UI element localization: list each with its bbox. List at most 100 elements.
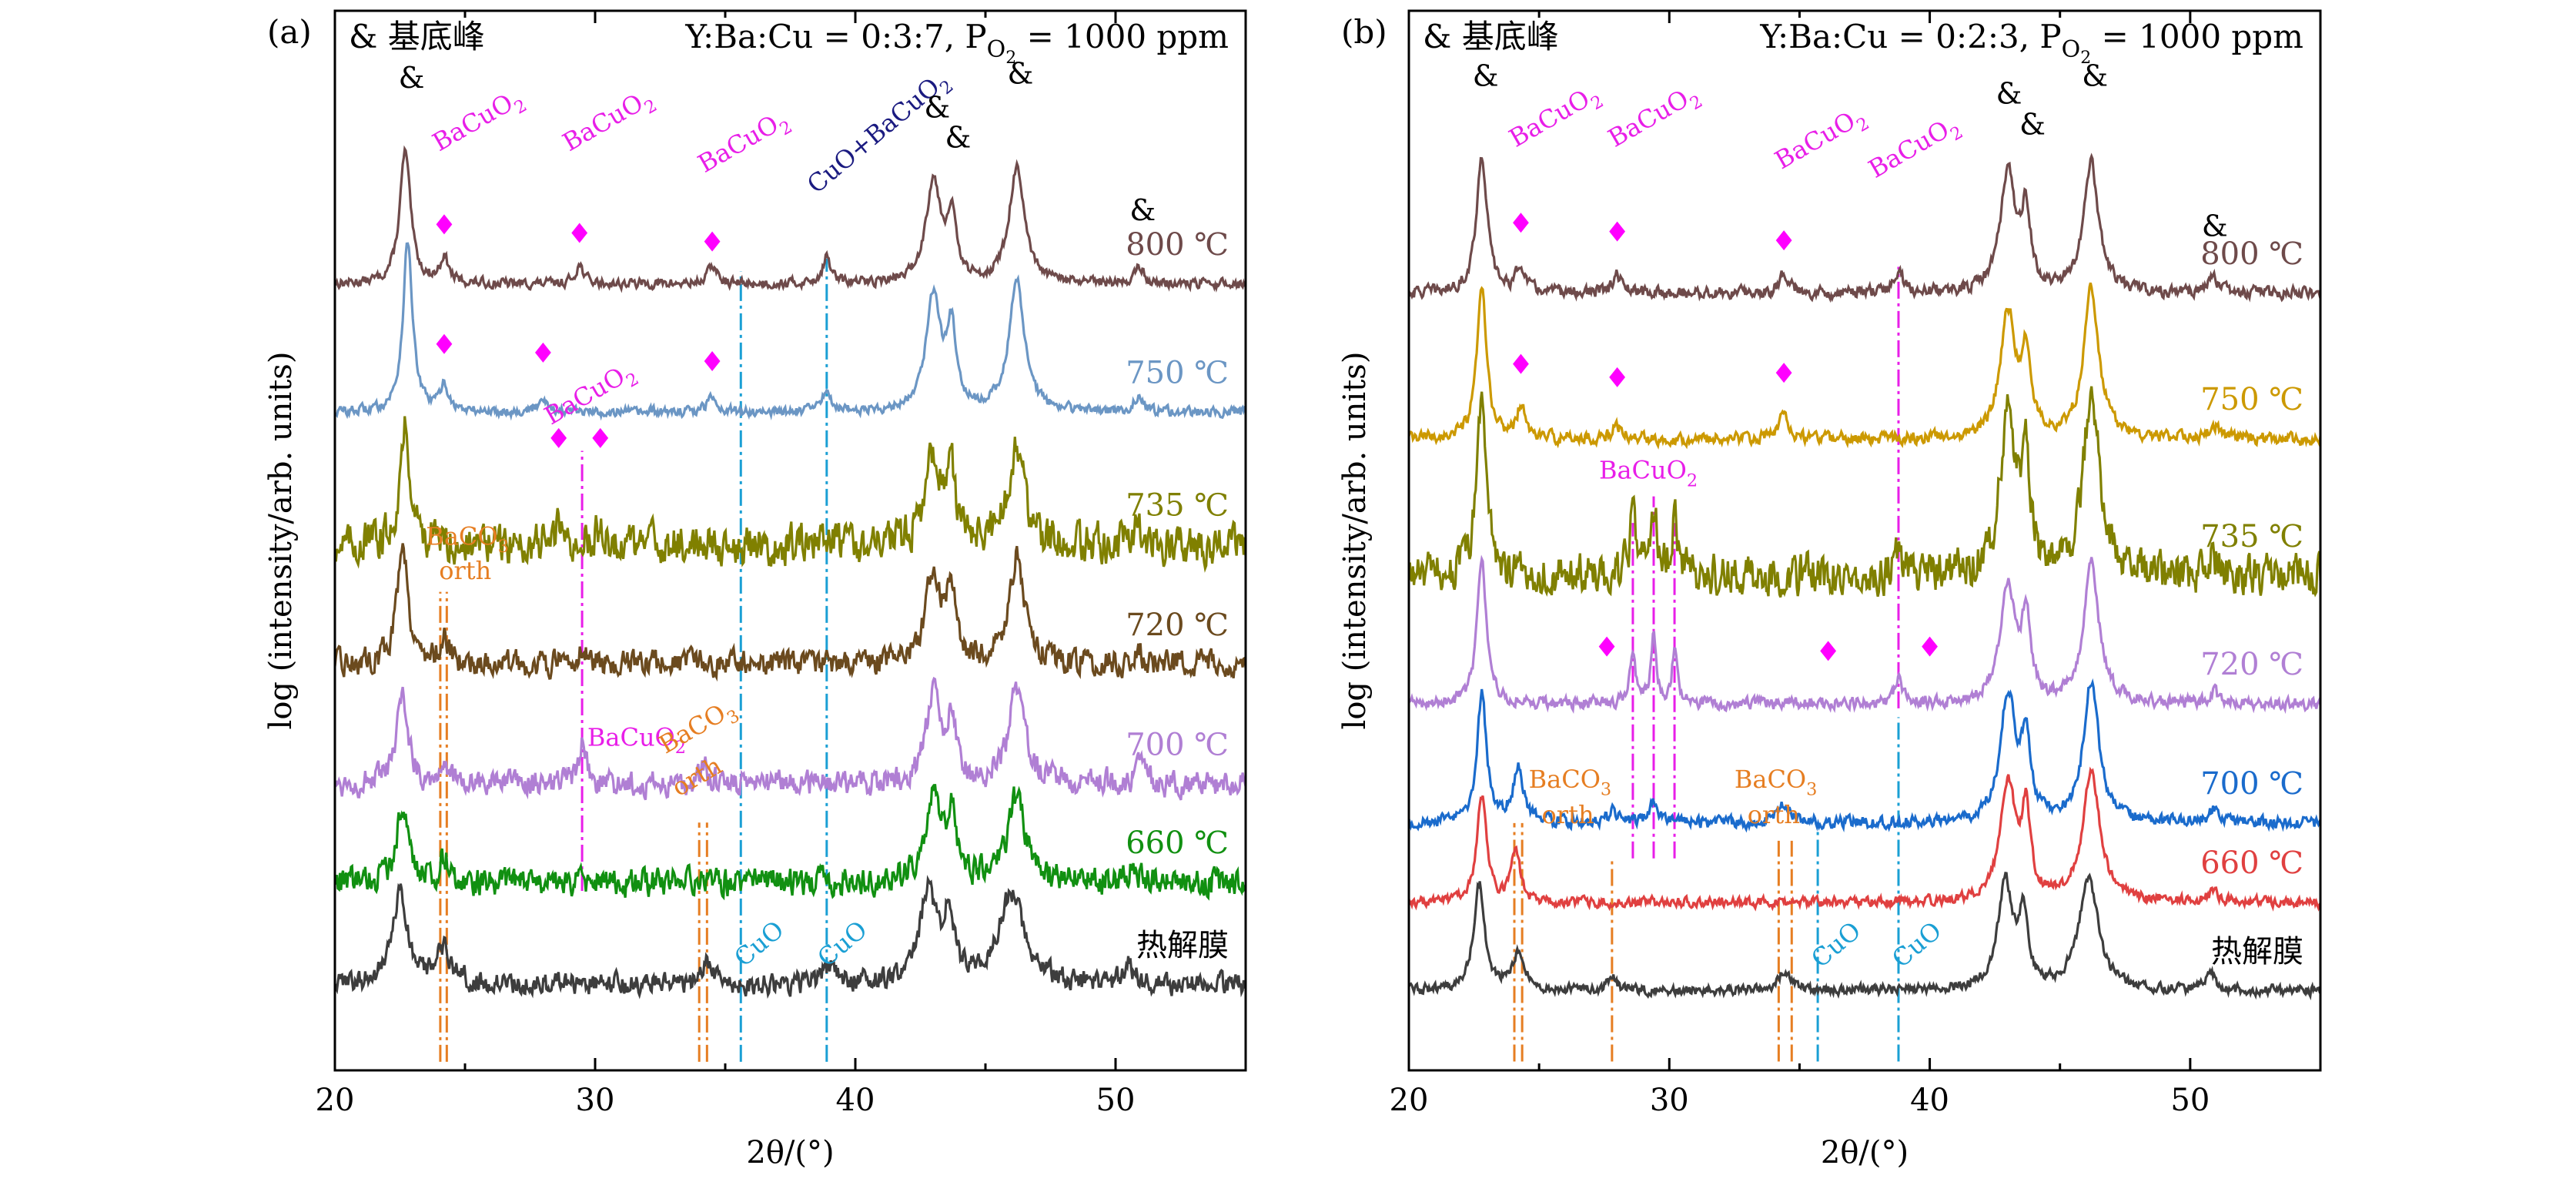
peak-annotation: orth (1542, 800, 1594, 829)
peak-annotation: & (2019, 108, 2046, 142)
y-axis-label: log (intensity/arb. units) (1337, 352, 1373, 730)
diamond-marker (1609, 221, 1626, 242)
plot-area (1409, 152, 2320, 1062)
series-line (1409, 871, 2320, 1001)
series-line (335, 543, 1246, 682)
peak-annotation: CuO+BaCuO2 (801, 65, 958, 203)
condition-text: Y:Ba:Cu = 0:2:3, PO2 = 1000 ppm (1759, 18, 2303, 68)
peak-annotation: BaCO3 (1529, 765, 1612, 800)
peak-annotation: BaCO3 (1735, 765, 1818, 800)
diamond-marker (1775, 363, 1792, 383)
legend-text: & 基底峰 (1423, 18, 1559, 55)
series-line (335, 783, 1246, 901)
series-label: 720 ℃ (1126, 608, 1229, 643)
diamond-marker (1513, 213, 1529, 233)
x-axis-label: 2θ/(°) (746, 1135, 834, 1170)
series-label: 660 ℃ (1126, 825, 1229, 861)
series-line (335, 875, 1246, 1000)
peak-annotation: & (945, 121, 971, 155)
series-label: 735 ℃ (2200, 519, 2303, 554)
x-tick-label: 50 (1096, 1083, 1136, 1118)
peak-annotation: BaCuO2 (1770, 100, 1873, 180)
peak-annotation: CuO (1886, 916, 1947, 973)
peak-annotation: orth (439, 556, 491, 585)
diamond-marker (704, 231, 721, 252)
series-label: 热解膜 (1136, 928, 1229, 963)
condition-text: Y:Ba:Cu = 0:3:7, PO2 = 1000 ppm (684, 18, 1229, 68)
series-label: 720 ℃ (2200, 647, 2303, 682)
series-line (335, 676, 1246, 801)
diamond-marker (1513, 353, 1529, 374)
x-tick-label: 30 (576, 1083, 615, 1118)
x-tick-label: 20 (1390, 1083, 1429, 1118)
diamond-marker (1775, 230, 1792, 251)
diamond-marker (1922, 636, 1938, 657)
peak-annotation: & (2082, 59, 2108, 92)
peak-annotation: & (1996, 76, 2022, 110)
panel-label: (a) (267, 13, 312, 51)
series-label: 热解膜 (2211, 934, 2303, 969)
peak-annotation: & (1473, 59, 1499, 92)
x-tick-label: 30 (1650, 1083, 1689, 1118)
x-tick-label: 20 (316, 1083, 355, 1118)
peak-annotation: orth (1748, 800, 1800, 829)
series-line (1409, 386, 2320, 598)
peak-annotation: BaCuO2 (1599, 456, 1698, 491)
series-label: 800 ℃ (2200, 236, 2303, 272)
diamond-marker (1820, 641, 1837, 661)
diamond-marker (535, 342, 551, 363)
series-label: 700 ℃ (2200, 766, 2303, 802)
peak-annotation: BaCuO2 (1504, 79, 1607, 159)
series-label: 800 ℃ (1126, 227, 1229, 263)
peak-annotation: & (1008, 56, 1034, 90)
x-tick-label: 50 (2170, 1083, 2210, 1118)
peak-annotation: BaCO3 (426, 522, 509, 558)
peak-annotation: BaCO3 (654, 693, 743, 765)
panel-label: (b) (1341, 13, 1387, 51)
legend-text: & 基底峰 (349, 18, 485, 55)
diamond-marker (436, 333, 453, 354)
peak-annotation: BaCuO2 (427, 82, 530, 162)
diamond-marker (1609, 367, 1626, 387)
x-tick-label: 40 (1910, 1083, 1949, 1118)
series-label: 750 ℃ (1126, 356, 1229, 391)
diamond-marker (1598, 636, 1615, 657)
plot-frame (333, 9, 1247, 1072)
peak-annotation: BaCuO2 (1864, 109, 1967, 189)
peak-annotation: BaCuO2 (540, 356, 643, 436)
series-line (335, 416, 1246, 573)
peak-annotation: BaCuO2 (557, 82, 661, 162)
series-line (1409, 678, 2320, 833)
diamond-marker (571, 223, 588, 243)
peak-annotation: CuO (1805, 916, 1866, 973)
series-label: 735 ℃ (1126, 488, 1229, 524)
series-line (335, 242, 1246, 421)
peak-annotation: CuO (812, 915, 873, 973)
diamond-marker (704, 350, 721, 371)
series-label: 660 ℃ (2200, 845, 2303, 881)
peak-annotation: & (1129, 193, 1156, 227)
diamond-marker (436, 214, 453, 235)
x-tick-label: 40 (836, 1083, 875, 1118)
peak-annotation: CuO (728, 915, 789, 973)
peak-annotation: & (2202, 209, 2228, 243)
peak-annotation: BaCuO2 (693, 104, 796, 184)
y-axis-label: log (intensity/arb. units) (263, 352, 299, 730)
series-line (1409, 282, 2320, 450)
series-label: 700 ℃ (1126, 727, 1229, 762)
series-line (1409, 766, 2320, 912)
series-label: 750 ℃ (2200, 382, 2303, 417)
peak-annotation: BaCuO2 (1603, 79, 1706, 159)
peak-annotation: & (399, 61, 425, 95)
x-axis-label: 2θ/(°) (1821, 1135, 1909, 1170)
peak-annotation: BaCuO2 (587, 722, 686, 758)
plot-frame (1407, 9, 2322, 1072)
series-line (335, 145, 1246, 293)
plot-area (335, 145, 1246, 1062)
peak-annotation: orth (667, 751, 727, 802)
diamond-marker (592, 427, 609, 448)
diamond-marker (550, 427, 567, 448)
